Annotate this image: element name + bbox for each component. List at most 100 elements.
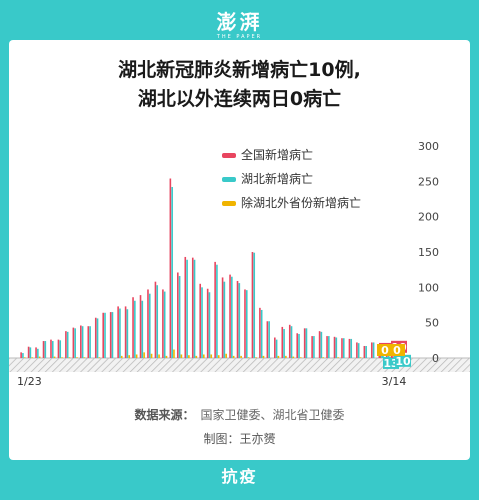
axis-band: [9, 358, 470, 372]
data-label: 0: [393, 344, 401, 357]
bar-outside: [217, 355, 220, 358]
bar-national: [169, 178, 172, 358]
bar-outside: [255, 357, 257, 358]
bar-hubei: [253, 252, 256, 358]
bar-outside: [120, 355, 123, 358]
chart-credit: 制图：王亦赟: [9, 429, 470, 449]
bar-national: [311, 336, 313, 358]
bar-national: [147, 289, 149, 358]
legend-swatch: [222, 201, 236, 206]
bar-national: [229, 274, 231, 358]
bar-hubei: [59, 340, 62, 358]
bar-hubei: [387, 354, 390, 358]
bar-national: [27, 346, 30, 358]
legend-label: 全国新增病亡: [241, 147, 313, 162]
legend-swatch: [222, 153, 236, 158]
x-tick-label-end: 3/14: [382, 375, 407, 388]
bar-hubei: [335, 337, 338, 358]
bar-hubei: [201, 287, 203, 358]
legend-label: 湖北新增病亡: [241, 171, 313, 186]
bar-hubei: [245, 290, 248, 358]
bar-outside: [23, 357, 26, 358]
bar-hubei: [171, 186, 173, 358]
bar-hubei: [156, 285, 159, 358]
bar-hubei: [81, 326, 84, 358]
chart-title-line-1: 湖北新冠肺炎新增病亡10例,: [118, 59, 361, 81]
bar-hubei: [357, 343, 360, 358]
brand-tagline: THE PAPER: [216, 34, 263, 40]
bar-hubei: [208, 292, 211, 358]
data-label: 10: [395, 355, 411, 368]
bar-national: [326, 336, 328, 358]
bar-national: [296, 333, 299, 358]
bar-hubei: [134, 300, 136, 358]
bar-hubei: [126, 309, 129, 358]
y-tick-label: 50: [425, 317, 439, 330]
bar-national: [214, 261, 216, 358]
bar-outside: [285, 355, 287, 358]
bar-outside: [83, 357, 86, 358]
bar-outside: [98, 357, 101, 358]
bar-outside: [135, 354, 138, 358]
bar-national: [303, 328, 306, 358]
bar-national: [318, 331, 321, 358]
bar-hubei: [275, 339, 278, 358]
data-label: 0: [381, 344, 389, 357]
bar-hubei: [119, 308, 121, 358]
bar-outside: [210, 354, 213, 358]
bar-national: [199, 283, 202, 358]
bar-national: [191, 257, 194, 358]
bar-hubei: [320, 331, 323, 358]
credit-author: 王亦赟: [239, 432, 276, 446]
legend-swatch: [222, 177, 236, 182]
bar-hubei: [231, 276, 233, 358]
y-tick-label: 250: [418, 175, 439, 188]
bar-hubei: [22, 353, 24, 358]
bar-national: [221, 277, 224, 358]
bar-hubei: [223, 281, 226, 358]
bar-outside: [38, 356, 41, 358]
chart-card: 湖北新冠肺炎新增病亡10例, 湖北以外连续两日0病亡 0 50 100 150 200 2…: [9, 40, 470, 460]
brand-logo: 澎湃 THE PAPER: [0, 6, 479, 40]
bar-hubei: [111, 312, 114, 358]
bar-hubei: [37, 348, 39, 358]
bar-outside: [195, 355, 198, 358]
bar-outside: [240, 355, 242, 358]
bar-national: [288, 324, 291, 358]
data-label-box: [395, 354, 411, 367]
bar-outside: [203, 354, 205, 358]
bar-outside: [165, 355, 168, 358]
bar-outside: [143, 352, 145, 358]
bar-outside: [322, 357, 324, 358]
bar-national: [109, 312, 112, 358]
bar-hubei: [283, 329, 285, 358]
bar-hubei: [365, 345, 367, 358]
bar-national: [333, 336, 336, 358]
bar-hubei: [66, 331, 69, 358]
bar-outside: [300, 357, 302, 358]
bar-outside: [292, 356, 295, 358]
bar-national: [356, 342, 358, 358]
bar-national: [94, 317, 97, 358]
bar-hubei: [290, 326, 293, 358]
bar-national: [281, 326, 284, 358]
bar-hubei: [313, 336, 315, 358]
bar-outside: [188, 355, 190, 358]
data-label: 13: [383, 357, 398, 370]
bar-national: [236, 280, 239, 358]
bar-hubei: [148, 293, 151, 358]
bar-hubei: [51, 341, 54, 358]
bar-hubei: [328, 336, 330, 358]
bar-national: [371, 342, 373, 358]
bar-hubei: [268, 321, 270, 358]
bar-national: [35, 347, 37, 358]
bar-outside: [337, 357, 339, 358]
bar-national: [124, 306, 127, 358]
bar-hubei: [44, 341, 47, 358]
bar-hubei: [298, 333, 300, 358]
bar-national: [102, 312, 105, 358]
data-label-box: [389, 344, 405, 356]
bar-hubei: [96, 318, 99, 358]
bar-national: [42, 341, 45, 358]
bar-national: [72, 327, 75, 358]
